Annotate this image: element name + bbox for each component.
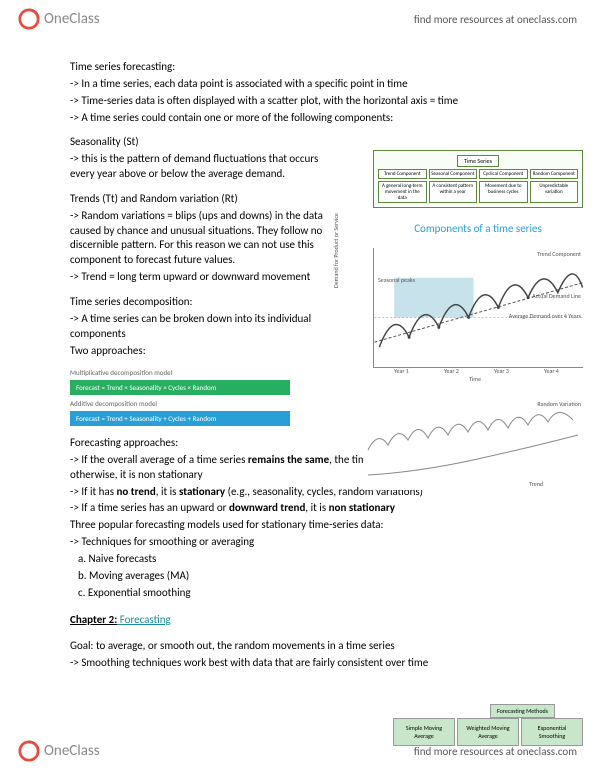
label: Additive decomposition model xyxy=(70,399,290,408)
chart-label: Demand for Product or Service xyxy=(332,208,340,288)
chart-label: Year 3 xyxy=(494,367,509,375)
page-header: OneClass find more resources at oneclass… xyxy=(0,0,595,38)
tree-desc: A consistent pattern within a year xyxy=(429,181,478,203)
logo-text: OneClass xyxy=(44,742,100,760)
heading: Trends (Tt) and Random variation (Rt) xyxy=(70,192,345,207)
logo: OneClass xyxy=(18,740,100,762)
text: -> A time series could contain one or mo… xyxy=(70,111,530,126)
text: -> If a time series has an upward or dow… xyxy=(70,501,530,516)
chart-label: Year 4 xyxy=(544,367,559,375)
heading: Seasonality (St) xyxy=(70,135,345,150)
text: -> Random variations = blips (ups and do… xyxy=(70,209,345,268)
text: -> Trend = long term upward or downward … xyxy=(70,270,345,285)
chart-label: Actual Demand Line xyxy=(532,292,581,300)
page-footer: OneClass find more resources at oneclass… xyxy=(0,732,595,770)
text: -> Time-series data is often displayed w… xyxy=(70,94,530,109)
text: -> Smoothing techniques work best with d… xyxy=(70,656,530,671)
logo: OneClass xyxy=(18,8,100,30)
list-item: b. Moving averages (MA) xyxy=(78,569,530,584)
list-item: a. Naive forecasts xyxy=(78,552,530,567)
components-title: Components of a time series xyxy=(373,222,583,235)
multiplicative-bar: Forecast = Trend × Seasonality × Cycles … xyxy=(70,380,290,395)
section-seasonality: Seasonality (St) -> this is the pattern … xyxy=(70,135,345,182)
heading: Time series decomposition: xyxy=(70,295,345,310)
section-trends: Trends (Tt) and Random variation (Rt) ->… xyxy=(70,192,345,285)
footer-link[interactable]: find more resources at oneclass.com xyxy=(414,745,577,758)
chart-label: Average Demand over 4 Years xyxy=(509,312,581,320)
time-series-tree-diagram: Time Series Trend Component Seasonal Com… xyxy=(373,150,583,208)
text: -> Techniques for smoothing or averaging xyxy=(70,535,530,550)
additive-bar: Forecast = Trend + Seasonality + Cycles … xyxy=(70,411,290,426)
text: Goal: to average, or smooth out, the ran… xyxy=(70,639,530,654)
text: -> In a time series, each data point is … xyxy=(70,77,530,92)
forecasting-methods-root: Forecasting Methods xyxy=(490,704,555,718)
section-decomposition: Time series decomposition: -> A time ser… xyxy=(70,295,345,358)
label: Multiplicative decomposition model xyxy=(70,368,290,377)
tree-desc: Unpredictable variation xyxy=(530,181,579,203)
tree-root: Time Series xyxy=(457,155,499,167)
random-variation-chart: Random Variation Trend xyxy=(363,400,583,490)
heading: Chapter 2: Forecasting xyxy=(70,613,530,628)
section-ts-forecasting: Time series forecasting: -> In a time se… xyxy=(70,60,530,125)
chart-label: Random Variation xyxy=(537,400,581,408)
tree-desc: Movement due to business cycles xyxy=(479,181,528,203)
tree-node: Seasonal Component xyxy=(429,169,478,179)
list-item: c. Exponential smoothing xyxy=(78,586,530,601)
tree-node: Cyclical Component xyxy=(479,169,528,179)
section-chapter2: Chapter 2: Forecasting Goal: to average,… xyxy=(70,613,530,672)
chart-label: Time xyxy=(469,375,481,383)
heading: Time series forecasting: xyxy=(70,60,530,75)
text: -> this is the pattern of demand fluctua… xyxy=(70,152,345,182)
tree-node: Random Component xyxy=(530,169,579,179)
header-link[interactable]: find more resources at oneclass.com xyxy=(414,13,577,26)
chart-label: Trend Component xyxy=(537,250,581,258)
tree-node: Trend Component xyxy=(378,169,427,179)
text: Three popular forecasting models used fo… xyxy=(70,518,530,533)
chart-label: Year 1 xyxy=(394,367,409,375)
chart-label: Year 2 xyxy=(444,367,459,375)
logo-icon xyxy=(18,8,40,30)
decomposition-models: Multiplicative decomposition model Forec… xyxy=(70,368,290,426)
logo-icon xyxy=(18,740,40,762)
logo-text: OneClass xyxy=(44,10,100,28)
tree-desc: A general long-term movement in the data xyxy=(378,181,427,203)
text: -> A time series can be broken down into… xyxy=(70,312,345,342)
chart-label: Trend xyxy=(529,480,543,488)
text: Two approaches: xyxy=(70,344,345,359)
chart-label: Seasonal peaks xyxy=(378,276,415,284)
components-chart: Trend Component Seasonal peaks Actual De… xyxy=(373,248,583,368)
